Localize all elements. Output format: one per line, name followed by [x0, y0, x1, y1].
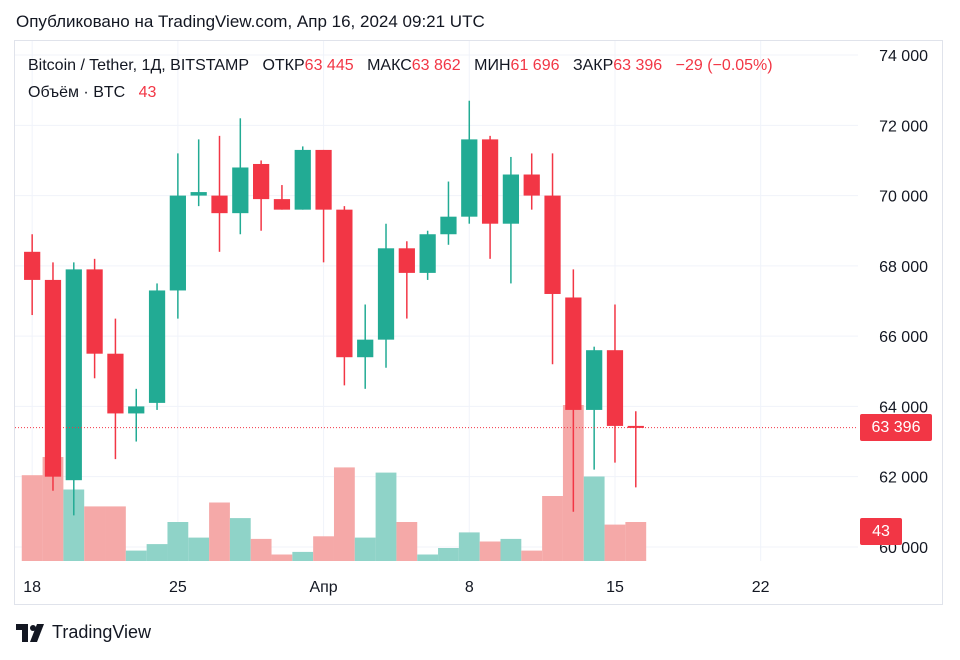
low-value: 61 696 — [510, 57, 560, 74]
price-tick-label: 70 000 — [879, 189, 928, 206]
volume-bar — [146, 544, 168, 561]
volume-bar — [63, 489, 85, 561]
candle-body — [65, 269, 82, 481]
candle-body — [190, 192, 207, 196]
footer-brand[interactable]: TradingView — [16, 622, 151, 643]
volume-value: 43 — [138, 84, 157, 101]
volume-bar — [417, 554, 439, 561]
volume-bar — [188, 537, 210, 561]
time-tick-label: 8 — [465, 579, 474, 596]
candle-body — [523, 174, 540, 196]
volume-bar — [21, 475, 43, 561]
close-value: 63 396 — [613, 57, 663, 74]
candle-body — [44, 279, 62, 477]
volume-bar — [42, 457, 64, 561]
price-tick-label: 66 000 — [879, 329, 928, 346]
volume-bar — [250, 538, 272, 561]
change-value: −29 (−0.05%) — [675, 57, 773, 74]
volume-bar — [229, 518, 251, 561]
price-tick-label: 68 000 — [879, 259, 928, 276]
volume-bar — [500, 538, 522, 561]
symbol-label: Bitcoin / Tether, 1Д, BITSTAMP — [28, 57, 249, 74]
volume-label: Объём · BTC — [28, 84, 126, 101]
volume-bar — [521, 550, 543, 561]
volume-bar — [167, 522, 189, 561]
candle-body — [586, 350, 603, 410]
candle-body — [419, 234, 436, 273]
volume-bar — [542, 496, 563, 561]
last-volume-badge: 43 — [860, 518, 902, 545]
volume-bar — [458, 532, 480, 561]
close-label: ЗАКР — [572, 57, 614, 74]
volume-legend: Объём · BTC 43 — [28, 84, 156, 102]
candle-body — [336, 209, 353, 358]
time-tick-label: 25 — [169, 579, 187, 596]
candle-body — [502, 174, 520, 224]
low-label: МИН — [474, 57, 511, 74]
open-value: 63 445 — [304, 57, 354, 74]
candle-body — [107, 353, 124, 414]
candle-body — [169, 195, 186, 291]
volume-bar — [125, 550, 147, 561]
chart-frame — [14, 40, 943, 605]
volume-bar — [313, 536, 334, 561]
volume-bar — [271, 554, 293, 561]
candle-body — [398, 248, 415, 273]
candle-body — [294, 149, 311, 210]
time-tick-label: 15 — [606, 579, 624, 596]
grid-lines — [15, 41, 858, 561]
candle-body — [148, 290, 166, 403]
candle-body — [357, 339, 374, 358]
candle-body — [315, 149, 332, 210]
volume-bar — [604, 524, 626, 561]
price-tick-label: 72 000 — [879, 118, 928, 135]
candle-body — [128, 406, 145, 414]
tradingview-logo-icon — [16, 623, 44, 642]
time-axis: 18 25 Апр 8 15 22 — [23, 579, 769, 596]
candle-body — [627, 425, 644, 428]
time-tick-label: 22 — [752, 579, 770, 596]
published-caption: Опубликовано на TradingView.com, Апр 16,… — [16, 12, 485, 31]
candle-body — [481, 139, 499, 224]
candle-body — [253, 163, 270, 200]
volume-bar — [209, 502, 230, 561]
candle-body — [440, 216, 457, 235]
volume-bar — [583, 476, 605, 561]
high-label: МАКС — [367, 57, 412, 74]
candle-body — [544, 195, 561, 294]
price-tick-label: 74 000 — [879, 48, 928, 65]
candle-body — [232, 167, 249, 214]
volume-bar — [333, 467, 355, 561]
volume-bar — [396, 522, 418, 561]
volume-bar — [292, 551, 314, 561]
footer-brand-text: TradingView — [52, 622, 152, 642]
high-value: 63 862 — [411, 57, 461, 74]
price-tick-label: 64 000 — [879, 399, 928, 416]
volume-bar — [438, 548, 459, 561]
candle-body — [461, 139, 478, 217]
volume-bar — [625, 522, 647, 561]
candle-body — [606, 350, 624, 426]
candle-body — [565, 297, 582, 410]
volume-bars — [21, 405, 647, 561]
candle-body — [273, 199, 291, 210]
open-label: ОТКР — [262, 57, 305, 74]
candle-body — [211, 195, 228, 214]
price-axis: 74 000 72 000 70 000 68 000 66 000 64 000 62 0… — [879, 48, 928, 557]
time-tick-label: Апр — [309, 579, 337, 596]
candle-body — [377, 248, 395, 340]
candles — [24, 100, 644, 516]
symbol-legend: Bitcoin / Tether, 1Д, BITSTAMP ОТКР63 44… — [28, 57, 773, 75]
volume-bar — [105, 506, 126, 561]
candle-body — [24, 251, 41, 280]
price-tick-label: 62 000 — [879, 470, 928, 487]
volume-bar — [84, 506, 106, 561]
volume-bar — [354, 537, 376, 561]
candle-body — [86, 269, 103, 354]
last-price-badge: 63 396 — [860, 414, 932, 441]
volume-bar — [375, 472, 397, 561]
time-tick-label: 18 — [23, 579, 41, 596]
volume-bar — [479, 541, 501, 561]
